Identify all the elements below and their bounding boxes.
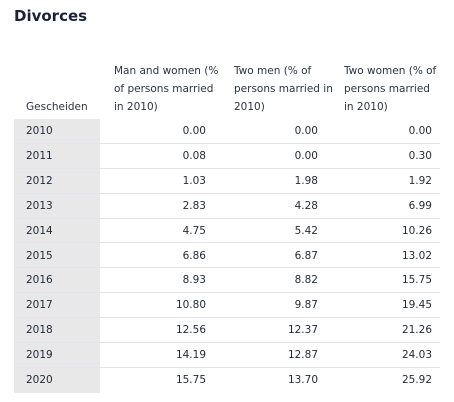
man-women-cell: 12.56 — [175, 324, 206, 337]
man-women-cell: 0.00 — [182, 125, 206, 137]
two-women-cell: 25.92 — [401, 374, 432, 386]
man-women-cell: 10.80 — [175, 299, 206, 312]
year-cell: 2013 — [26, 199, 53, 212]
year-cell: 2019 — [26, 349, 53, 362]
table-row: 2020 15.75 13.70 25.92 — [14, 368, 440, 393]
year-cell: 2016 — [26, 274, 53, 287]
year-cell: 2018 — [26, 324, 53, 337]
man-women-cell: 14.19 — [175, 349, 206, 362]
column-header-two-women: Two women (% of persons married in 2010) — [344, 65, 437, 113]
table-row: 2013 2.83 4.28 6.99 — [14, 194, 440, 219]
year-cell: 2010 — [26, 125, 53, 137]
two-men-cell: 0.00 — [294, 125, 318, 137]
table-row: 2018 12.56 12.37 21.26 — [14, 318, 440, 344]
man-women-cell: 15.75 — [175, 374, 206, 386]
divorces-table: 2010 0.00 0.00 0.00 2011 0.08 0.00 0.30 … — [14, 119, 440, 393]
two-men-cell: 8.82 — [294, 274, 318, 287]
two-women-cell: 10.26 — [401, 224, 432, 237]
two-men-cell: 4.28 — [294, 199, 318, 212]
table-row: 2017 10.80 9.87 19.45 — [14, 293, 440, 319]
two-men-cell: 1.98 — [294, 174, 318, 187]
two-women-cell: 15.75 — [401, 274, 432, 287]
year-cell: 2011 — [26, 149, 53, 162]
year-cell: 2012 — [26, 174, 53, 187]
table-header: Gescheiden Man and women (% of persons m… — [14, 44, 440, 116]
two-women-cell: 0.30 — [408, 149, 432, 162]
year-cell: 2014 — [26, 224, 53, 237]
man-women-cell: 1.03 — [182, 174, 206, 187]
year-cell: 2015 — [26, 249, 53, 262]
two-women-cell: 13.02 — [401, 249, 432, 262]
man-women-cell: 0.08 — [182, 149, 206, 162]
two-women-cell: 21.26 — [401, 324, 432, 337]
two-women-cell: 0.00 — [408, 125, 432, 137]
man-women-cell: 8.93 — [182, 274, 206, 287]
table-row: 2015 6.86 6.87 13.02 — [14, 244, 440, 269]
two-men-cell: 0.00 — [294, 149, 318, 162]
two-women-cell: 1.92 — [408, 174, 432, 187]
table-row: 2016 8.93 8.82 15.75 — [14, 268, 440, 294]
page-title: Divorces — [14, 7, 88, 25]
two-men-cell: 12.37 — [287, 324, 318, 337]
table-row: 2010 0.00 0.00 0.00 — [14, 119, 440, 144]
two-men-cell: 9.87 — [294, 299, 318, 312]
table-row: 2012 1.03 1.98 1.92 — [14, 169, 440, 194]
two-women-cell: 24.03 — [401, 349, 432, 362]
two-men-cell: 5.42 — [294, 224, 318, 237]
man-women-cell: 6.86 — [182, 249, 206, 262]
year-cell: 2020 — [26, 374, 53, 386]
man-women-cell: 2.83 — [182, 199, 206, 212]
two-women-cell: 6.99 — [408, 199, 432, 212]
table-row: 2019 14.19 12.87 24.03 — [14, 343, 440, 368]
two-men-cell: 12.87 — [287, 349, 318, 362]
column-header-two-men: Two men (% of persons married in 2010) — [234, 65, 333, 113]
two-women-cell: 19.45 — [401, 299, 432, 312]
two-men-cell: 13.70 — [287, 374, 318, 386]
two-men-cell: 6.87 — [294, 249, 318, 262]
column-header-man-and-women: Man and women (% of persons married in 2… — [114, 65, 219, 113]
year-cell: 2017 — [26, 299, 53, 312]
year-column-background — [14, 119, 100, 393]
table-row: 2014 4.75 5.42 10.26 — [14, 219, 440, 244]
table-row: 2011 0.08 0.00 0.30 — [14, 144, 440, 169]
man-women-cell: 4.75 — [182, 224, 206, 237]
column-header-gescheiden: Gescheiden — [26, 101, 88, 113]
